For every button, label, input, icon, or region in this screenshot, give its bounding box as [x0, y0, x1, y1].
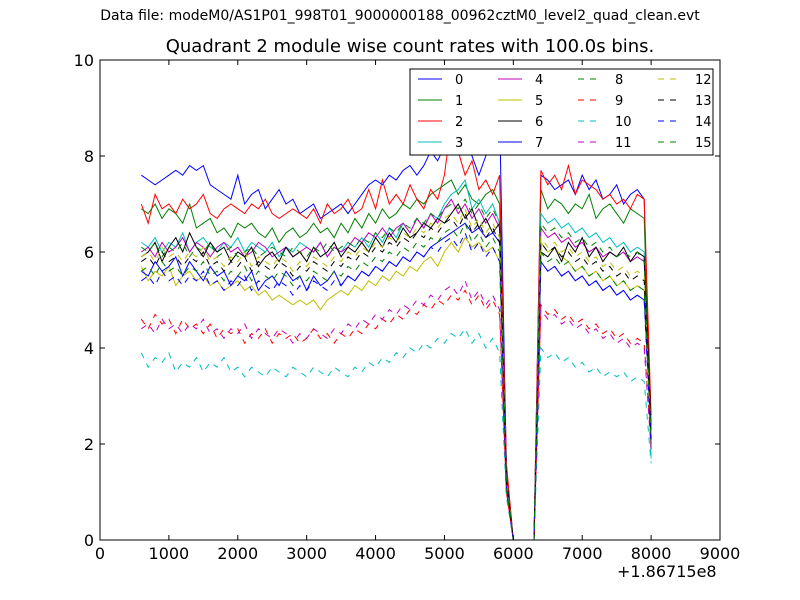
x-tick-label: 2000	[217, 544, 258, 563]
figure-suptitle: Data file: modeM0/AS1P01_998T01_90000001…	[100, 8, 700, 24]
legend-label-11: 11	[615, 136, 632, 151]
y-tick-label: 10	[74, 51, 94, 70]
x-tick-label: 9000	[700, 544, 741, 563]
legend-label-10: 10	[615, 115, 632, 130]
series-line-14	[141, 231, 652, 540]
series-line-6	[141, 203, 652, 540]
legend-label-15: 15	[695, 136, 712, 151]
y-tick-label: 6	[84, 243, 94, 262]
legend-label-2: 2	[455, 115, 463, 130]
x-axis: 0 1000 2000 3000 4000 5000 6000 7000 8000 9000	[95, 60, 740, 563]
plot-frame	[99, 59, 721, 541]
legend-label-13: 13	[695, 94, 712, 109]
x-tick-label: 6000	[493, 544, 534, 563]
x-axis-offset-label: +1.86715e8	[617, 562, 717, 581]
legend-label-12: 12	[695, 73, 712, 88]
legend-label-1: 1	[455, 94, 463, 109]
series-line-2	[140, 122, 652, 540]
x-tick-label: 3000	[286, 544, 327, 563]
legend-label-0: 0	[455, 73, 463, 88]
legend-label-5: 5	[535, 94, 543, 109]
legend-label-7: 7	[535, 136, 543, 151]
x-tick-label: 8000	[631, 544, 672, 563]
series-line-0	[141, 112, 652, 540]
legend-label-8: 8	[615, 73, 623, 88]
y-tick-label: 2	[84, 435, 94, 454]
y-tick-label: 0	[84, 531, 94, 550]
x-tick-label: 0	[95, 544, 105, 563]
series-line-5	[140, 236, 652, 540]
series-line-7	[141, 222, 652, 540]
legend-label-9: 9	[615, 94, 623, 109]
legend-label-14: 14	[695, 115, 712, 130]
series-line-12	[141, 207, 652, 540]
series-line-13	[141, 212, 652, 540]
series-line-10	[140, 327, 652, 540]
series-line-1	[141, 179, 652, 540]
series-line-4	[141, 198, 652, 540]
legend-box	[409, 68, 714, 156]
series-line-3	[141, 178, 652, 540]
series-line-15	[141, 221, 652, 540]
legend-label-4: 4	[535, 73, 543, 88]
x-tick-label: 1000	[149, 544, 190, 563]
legend-label-6: 6	[535, 115, 543, 130]
chart-title: Quadrant 2 module wise count rates with …	[165, 36, 655, 57]
legend-label-3: 3	[455, 136, 463, 151]
x-tick-label: 7000	[562, 544, 603, 563]
series-line-11	[141, 279, 652, 540]
x-tick-label: 4000	[355, 544, 396, 563]
x-tick-label: 5000	[424, 544, 465, 563]
y-tick-label: 8	[84, 147, 94, 166]
series-line-9	[140, 289, 652, 540]
series-layer	[140, 112, 652, 540]
y-tick-label: 4	[84, 339, 94, 358]
